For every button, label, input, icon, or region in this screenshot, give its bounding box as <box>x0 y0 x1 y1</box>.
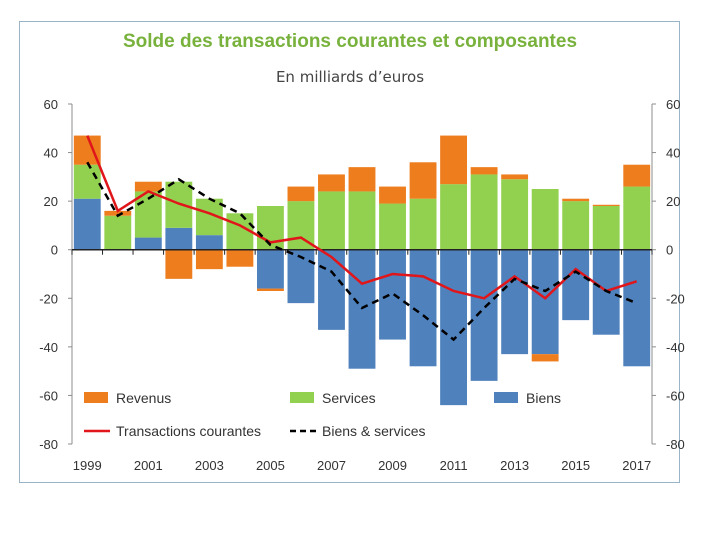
bar-revenus <box>409 162 437 199</box>
bar-revenus <box>592 204 620 206</box>
bar-services <box>409 198 437 250</box>
bar-biens <box>562 249 590 321</box>
y-tick-label-right: 60 <box>666 97 680 112</box>
bar-biens <box>195 235 223 250</box>
bar-revenus <box>134 181 162 192</box>
bar-biens <box>501 249 529 355</box>
bar-biens <box>440 249 468 406</box>
line-biens-services <box>86 161 638 342</box>
bar-revenus <box>195 249 223 270</box>
y-tick-label-right: -60 <box>666 388 685 403</box>
bar-revenus <box>165 249 193 279</box>
y-tick-label-left: 0 <box>51 243 58 258</box>
y-tick-label-left: -60 <box>39 388 58 403</box>
legend-label-services: Services <box>322 390 376 406</box>
bar-services <box>73 164 101 199</box>
bar-revenus <box>623 164 651 187</box>
bar-biens <box>134 237 162 250</box>
y-tick-label-left: -40 <box>39 340 58 355</box>
bar-services <box>287 201 315 250</box>
bar-biens <box>165 227 193 250</box>
bar-services <box>379 203 406 250</box>
legend-swatch-biens <box>494 392 518 403</box>
x-tick-label: 2013 <box>500 458 529 473</box>
x-tick-label: 2009 <box>378 458 407 473</box>
y-tick-label-right: 20 <box>666 194 680 209</box>
bar-services <box>348 191 376 250</box>
x-tick-label: 2015 <box>561 458 590 473</box>
bar-revenus <box>440 135 468 185</box>
y-tick-label-right: -20 <box>666 291 685 306</box>
bar-biens <box>531 249 559 355</box>
bar-revenus <box>256 288 284 291</box>
bar-revenus <box>104 210 132 216</box>
y-tick-label-right: 40 <box>666 146 680 161</box>
legend-swatch-services <box>290 392 314 403</box>
x-tick-label: 2011 <box>440 458 468 473</box>
bar-revenus <box>470 167 498 175</box>
legend-label-revenus: Revenus <box>116 390 171 406</box>
legend-label-transactions-courantes: Transactions courantes <box>116 423 261 439</box>
legend-label-biens-services: Biens & services <box>322 423 425 439</box>
x-tick-label: 2007 <box>317 458 346 473</box>
y-tick-label-left: 40 <box>44 146 58 161</box>
x-tick-label: 1999 <box>73 458 102 473</box>
y-tick-label-right: -80 <box>666 437 685 452</box>
y-tick-label-left: -20 <box>39 291 58 306</box>
bar-revenus <box>287 186 315 202</box>
bar-biens <box>318 249 345 330</box>
legend-label-biens: Biens <box>526 390 561 406</box>
bar-revenus <box>531 354 559 362</box>
bar-services <box>470 174 498 250</box>
bar-revenus <box>318 174 345 192</box>
bar-services <box>501 179 529 250</box>
y-tick-label-left: 60 <box>44 97 58 112</box>
x-tick-label: 2003 <box>195 458 224 473</box>
bar-services <box>318 191 345 250</box>
bar-revenus <box>501 174 529 180</box>
bar-revenus <box>226 249 254 267</box>
y-tick-label-right: 0 <box>666 243 673 258</box>
y-tick-label-left: -80 <box>39 437 58 452</box>
bar-revenus <box>379 186 406 204</box>
bar-biens <box>287 249 315 304</box>
y-tick-label-right: -40 <box>666 340 685 355</box>
bar-services <box>623 186 651 250</box>
bar-biens <box>379 249 406 340</box>
bar-services <box>592 206 620 250</box>
bar-biens <box>256 249 284 289</box>
line-transactions-courantes <box>86 135 638 300</box>
bar-services <box>562 201 590 250</box>
bar-revenus <box>562 198 590 202</box>
bar-biens <box>470 249 498 381</box>
bar-biens <box>623 249 651 367</box>
bar-services <box>104 215 132 250</box>
x-tick-label: 2017 <box>622 458 651 473</box>
chart-title: Solde des transactions courantes et comp… <box>122 31 578 52</box>
chart-frame <box>19 21 680 483</box>
chart-subtitle: En milliards d’euros <box>275 68 425 86</box>
legend-swatch-revenus <box>84 392 108 403</box>
x-tick-label: 2001 <box>134 458 163 473</box>
bar-services <box>440 184 468 250</box>
bar-biens <box>73 198 101 250</box>
y-tick-label-left: 20 <box>44 194 58 209</box>
bar-revenus <box>348 167 376 192</box>
x-tick-label: 2005 <box>256 458 285 473</box>
bar-services <box>531 189 559 250</box>
